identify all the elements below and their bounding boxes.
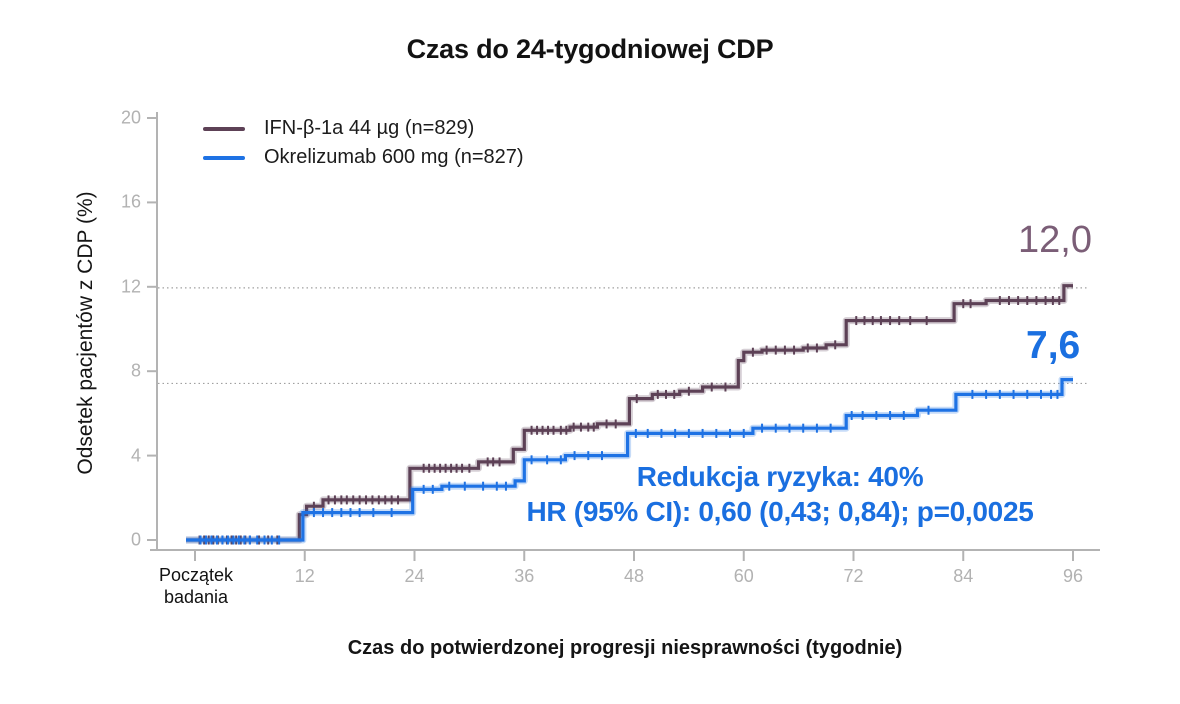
origin-label-line2: badania bbox=[163, 586, 229, 607]
legend-item-okrelizumab: Okrelizumab 600 mg (n=827) bbox=[203, 143, 524, 172]
legend-label-okrelizumab: Okrelizumab 600 mg (n=827) bbox=[264, 146, 524, 168]
x-tick-label: 96 bbox=[1062, 566, 1084, 586]
x-tick-label: 72 bbox=[843, 566, 864, 586]
x-tick-label: 36 bbox=[514, 566, 535, 586]
ifn-line-swatch bbox=[203, 126, 245, 131]
risk-reduction-text: Redukcja ryzyka: 40% bbox=[636, 461, 924, 492]
y-tick-label: 4 bbox=[130, 445, 141, 466]
okrelizumab-final-value-label: 7,6 bbox=[1026, 324, 1081, 367]
x-tick-label: 48 bbox=[623, 566, 645, 586]
x-tick-label: 12 bbox=[294, 566, 315, 586]
x-tick-label: 60 bbox=[733, 566, 754, 586]
hazard-ratio-text: HR (95% CI): 0,60 (0,43; 0,84); p=0,0025 bbox=[526, 496, 1034, 527]
origin-label-line1: Początek bbox=[158, 565, 234, 585]
okrelizumab-line-swatch bbox=[203, 155, 245, 160]
y-axis-title: Odsetek pacjentów z CDP (%) bbox=[74, 191, 97, 475]
okrelizumab-survival-curve bbox=[186, 378, 1073, 542]
chart-title: Czas do 24-tygodniowej CDP bbox=[406, 34, 774, 64]
risk-reduction-annotation: Redukcja ryzyka: 40% HR (95% CI): 0,60 (… bbox=[430, 459, 1130, 529]
legend: IFN-β-1a 44 µg (n=829) Okrelizumab 600 m… bbox=[203, 114, 524, 172]
legend-label-ifn: IFN-β-1a 44 µg (n=829) bbox=[264, 117, 475, 139]
y-tick-label: 12 bbox=[120, 276, 141, 297]
x-axis-title: Czas do potwierdzonej progresji niespraw… bbox=[347, 637, 903, 659]
x-tick-label: 84 bbox=[953, 566, 974, 586]
y-tick-label: 20 bbox=[120, 107, 141, 128]
y-tick-label: 0 bbox=[130, 529, 141, 550]
y-tick-label: 8 bbox=[130, 360, 141, 381]
x-tick-label: 24 bbox=[404, 566, 425, 586]
y-tick-label: 16 bbox=[120, 191, 141, 212]
ifn-final-value-label: 12,0 bbox=[1018, 219, 1092, 261]
legend-item-ifn: IFN-β-1a 44 µg (n=829) bbox=[203, 114, 524, 143]
x-axis-origin-label: Początek badania bbox=[159, 565, 233, 608]
